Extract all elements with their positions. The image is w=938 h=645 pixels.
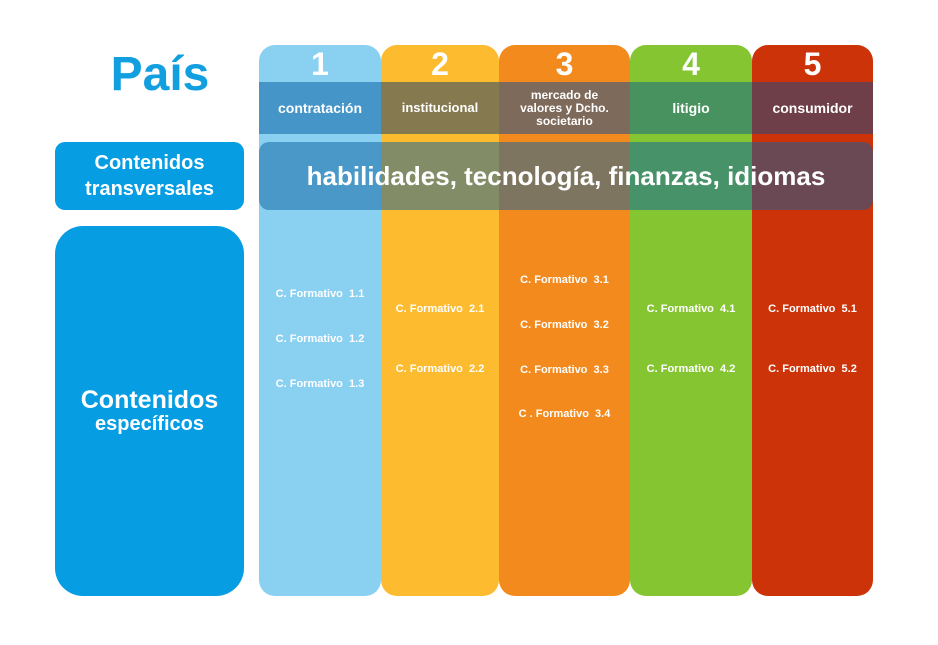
column-number: 3 [555, 46, 574, 82]
column-label: mercado de valores y Dcho. societario [520, 87, 609, 128]
column-number: 1 [311, 46, 329, 82]
page-title: País [110, 48, 210, 101]
course-item: C. Formativo 3.2 [520, 319, 609, 331]
specific-contents-label: Contenidos específicos [55, 226, 244, 596]
course-item: C. Formativo 3.3 [520, 364, 609, 376]
column-number: 4 [682, 46, 700, 82]
transversal-label-line2: transversales [85, 178, 214, 200]
column-label: contratación [277, 100, 362, 116]
course-item: C. Formativo 5.2 [768, 363, 857, 375]
course-item: C . Formativo 3.4 [518, 408, 611, 420]
course-item: C. Formativo 5.1 [768, 303, 857, 315]
course-item: C. Formativo 3.1 [520, 274, 609, 286]
column-4: 4 litigio C. Formativo 4.1 C. Formativo … [630, 45, 752, 596]
column-3: 3 mercado de valores y Dcho. societario … [499, 45, 630, 596]
course-item: C. Formativo 2.1 [395, 303, 485, 315]
specific-label-line2: específicos [95, 413, 204, 435]
course-item: C. Formativo 1.3 [275, 378, 365, 390]
column-label: litigio [672, 100, 710, 116]
course-item: C. Formativo 1.2 [275, 333, 365, 345]
column-label-line: mercado de [530, 87, 599, 102]
column-header: litigio [630, 82, 752, 134]
column-5: 5 consumidor C. Formativo 5.1 C. Formati… [752, 45, 873, 596]
column-header: contratación [259, 82, 381, 134]
column-1: 1 contratación C. Formativo 1.1 C. Forma… [259, 45, 381, 596]
transversal-contents-label: Contenidos transversales [55, 142, 244, 210]
column-2: 2 institucional C. Formativo 2.1 C. Form… [381, 45, 499, 596]
column-number: 2 [431, 46, 449, 82]
column-header: consumidor [752, 82, 873, 134]
course-item: C. Formativo 2.2 [395, 363, 485, 375]
column-label-line: valores y Dcho. [520, 100, 609, 115]
column-number: 5 [803, 46, 822, 82]
column-label: consumidor [772, 100, 853, 116]
specific-label-line1: Contenidos [80, 386, 219, 414]
column-label: institucional [401, 100, 479, 115]
course-item: C. Formativo 1.1 [275, 288, 365, 300]
course-item: C. Formativo 4.2 [646, 363, 736, 375]
column-header: mercado de valores y Dcho. societario [499, 82, 630, 134]
column-header: institucional [381, 82, 499, 134]
course-item: C. Formativo 4.1 [646, 303, 736, 315]
transversal-label-line1: Contenidos [94, 152, 205, 174]
transversal-band: habilidades, tecnología, finanzas, idiom… [259, 142, 873, 210]
column-label-line: societario [536, 113, 593, 128]
